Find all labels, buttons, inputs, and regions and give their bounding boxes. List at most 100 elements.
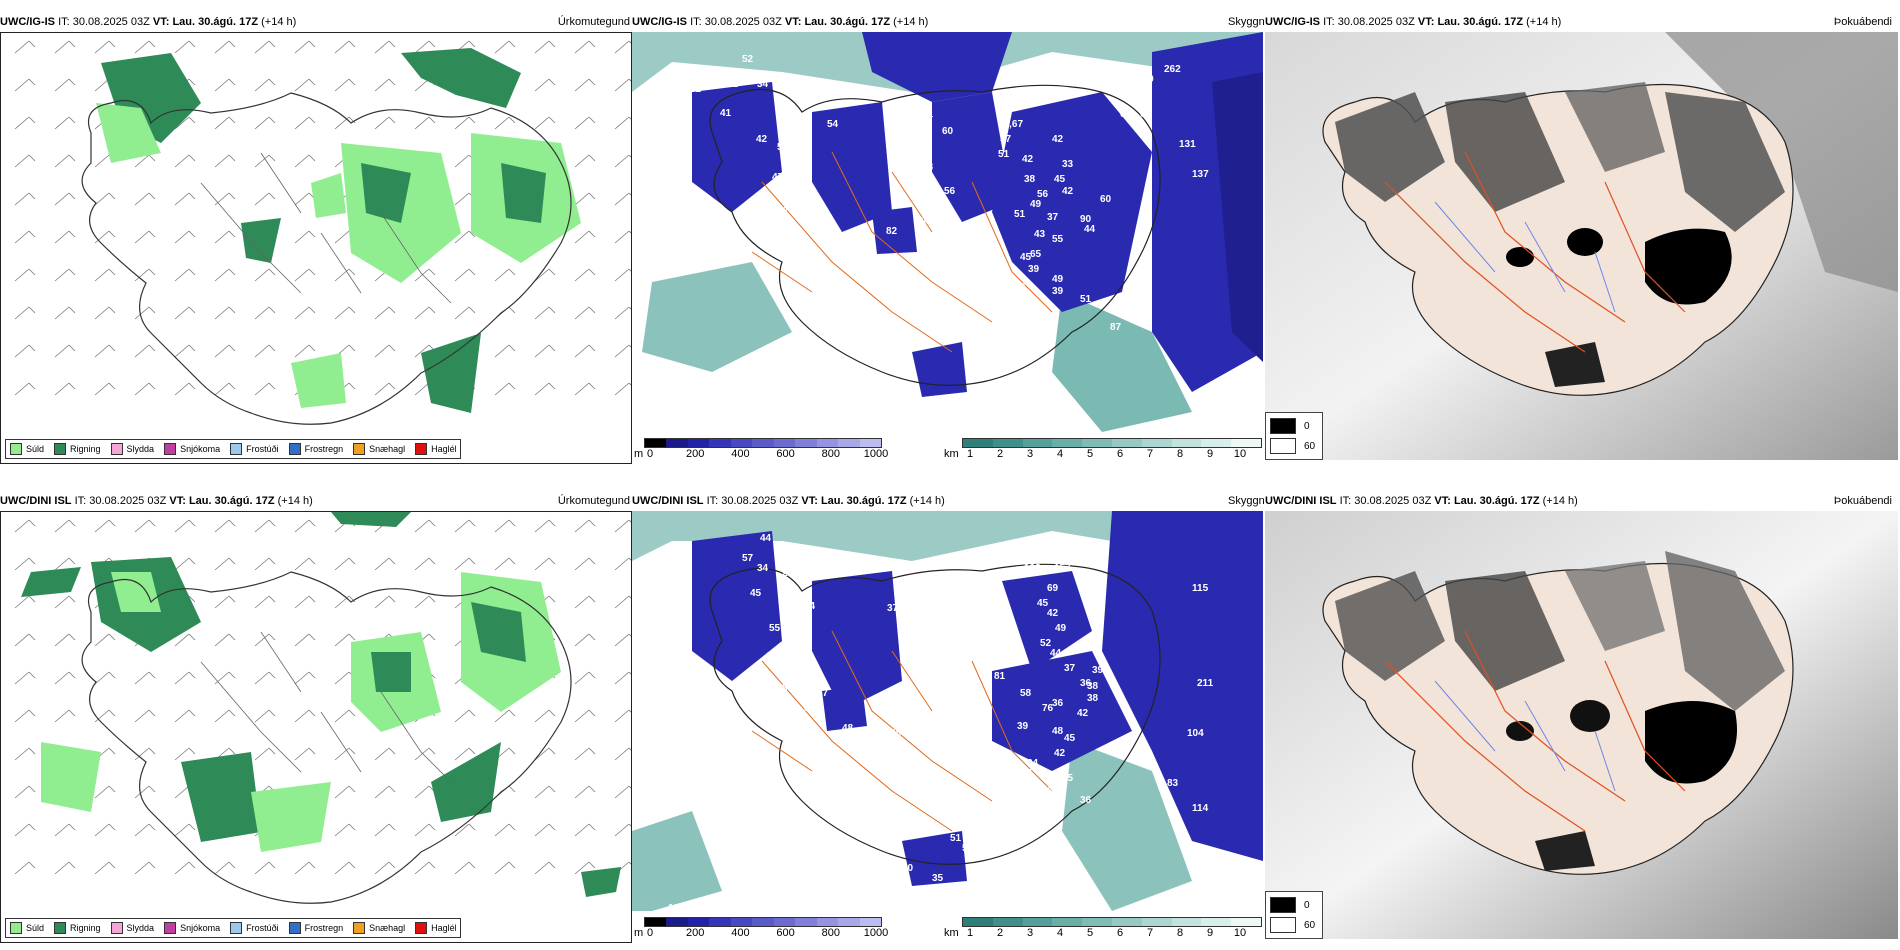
wind-barb (14, 230, 36, 244)
vis-value: 42 (1054, 748, 1066, 759)
wind-barb (94, 382, 116, 396)
wind-barb (614, 709, 631, 723)
wind-barb (134, 344, 156, 358)
wind-barb (574, 823, 596, 837)
vis-value: 211 (1197, 678, 1214, 689)
wind-barb (614, 268, 631, 282)
wind-barb (254, 306, 276, 320)
it-value: 30.08.2025 03Z (721, 495, 799, 507)
scale-tick: 4 (1056, 927, 1064, 939)
scale-tick: 1000 (863, 448, 889, 460)
wind-barb (94, 230, 116, 244)
scale-swatch (816, 439, 839, 447)
vis-value: 49 (1030, 199, 1042, 210)
legend-item-2: Slydda (110, 922, 154, 934)
vis-value: 136 (668, 903, 685, 911)
vis-value: 44 (1084, 224, 1096, 235)
vis-value: 44 (917, 177, 929, 188)
vis-map[interactable]: 44 57 34 27 45 51 34 55 60 53 58 47 55 47 51 48 38 37 43 39… (632, 511, 1263, 911)
vis-value: 62 (690, 84, 702, 95)
vis-value: 52 (1040, 638, 1052, 649)
wind-barb (494, 306, 516, 320)
wind-barb (374, 78, 396, 92)
wind-barb (374, 861, 396, 875)
wind-barb (534, 40, 556, 54)
vis-value: 114 (1192, 803, 1209, 814)
wind-barb (574, 306, 596, 320)
vis-value: 41 (910, 628, 922, 639)
wind-barb (534, 557, 556, 571)
wind-barb (134, 382, 156, 396)
vis-value: 137 (1192, 169, 1209, 180)
wind-barb (134, 230, 156, 244)
scale-swatch (795, 918, 817, 926)
vis-value: 41 (912, 419, 924, 430)
vis-value: 25 (1000, 106, 1012, 117)
vis-scale-km-strip (962, 917, 1262, 927)
ceil-panel-row2: UWC/DINI ISL IT: 30.08.2025 03Z VT: Lau.… (1265, 493, 1900, 943)
vis-value: 39 (1092, 665, 1104, 676)
scale-tick: 4 (1056, 448, 1064, 460)
legend-swatch (164, 922, 177, 934)
legend-swatch (353, 922, 366, 934)
wind-barb (134, 192, 156, 206)
model-name: UWC/DINI ISL (1265, 495, 1337, 507)
ceil-legend: 0 60 (1265, 891, 1323, 939)
vis-value: 40 (930, 663, 942, 674)
wind-barb (254, 382, 276, 396)
scale-tick: 8 (1176, 927, 1184, 939)
precip-map[interactable]: Súld Rigning Slydda Snjókoma Frostúði Frostre… (0, 511, 632, 943)
vis-value: 37 (902, 641, 914, 652)
legend-label: Snæhagl (369, 923, 406, 933)
scale-swatch (666, 918, 688, 926)
ceil-map[interactable] (1265, 32, 1898, 460)
wind-barb (14, 154, 36, 168)
vis-value: 51 (804, 703, 816, 714)
wind-barb (134, 823, 156, 837)
vis-map[interactable]: 52 41 34 62 41 36 42 50 40 47 45 42 46 54 43 39 33 39 40 38… (632, 32, 1263, 432)
vt-label: VT: (169, 495, 186, 507)
wind-barb (254, 154, 276, 168)
wind-barb (54, 116, 76, 130)
wind-barb (54, 671, 76, 685)
precip-map[interactable]: Súld Rigning Slydda Snjókoma Frostúði Frostre… (0, 32, 632, 464)
wind-barb (214, 519, 236, 533)
vis-value: 51 (787, 601, 799, 612)
legend-label: Súld (26, 444, 45, 454)
vis-value: 115 (1192, 583, 1209, 594)
wind-barb (54, 633, 76, 647)
wind-barb (294, 595, 316, 609)
vis-value: 43 (1034, 229, 1046, 240)
vis-value: 44 (902, 404, 914, 415)
vis-value: 68 (947, 618, 959, 629)
legend-label: Snjókoma (180, 923, 221, 933)
scale-swatch (645, 918, 667, 926)
it-value: 30.08.2025 03Z (1354, 495, 1432, 507)
vis-value: 33 (1080, 641, 1092, 652)
it-value: 30.08.2025 03Z (1337, 16, 1415, 28)
vis-value: 69 (1047, 583, 1059, 594)
wind-barb (254, 192, 276, 206)
wind-barb (534, 306, 556, 320)
wind-barb (14, 595, 36, 609)
legend-item-3: Snjókoma (164, 922, 220, 934)
precip-legend: Súld Rigning Slydda Snjókoma Frostúði Frostre… (5, 918, 461, 938)
wind-barb (174, 861, 196, 875)
scale-tick: 800 (821, 927, 840, 939)
wind-barb (534, 382, 556, 396)
model-name: UWC/IG-IS (632, 16, 687, 28)
model-name: UWC/IG-IS (0, 16, 55, 28)
wind-barb (614, 671, 631, 685)
wind-barb (14, 747, 36, 761)
ceil-legend-item: 60 (1270, 917, 1315, 933)
wind-barb (614, 823, 631, 837)
wind-barb (494, 116, 516, 130)
vis-value: 57 (742, 553, 754, 564)
ceil-map[interactable] (1265, 511, 1898, 939)
scale-tick: 600 (776, 448, 795, 460)
vis-scale-m: m 0 200 400 600 800 1000 (634, 917, 888, 941)
precip-panel-row2: UWC/DINI ISL IT: 30.08.2025 03Z VT: Lau.… (0, 493, 632, 943)
ceil-legend-label: 60 (1304, 440, 1316, 452)
wind-barb (614, 382, 631, 396)
legend-swatch (10, 443, 22, 455)
